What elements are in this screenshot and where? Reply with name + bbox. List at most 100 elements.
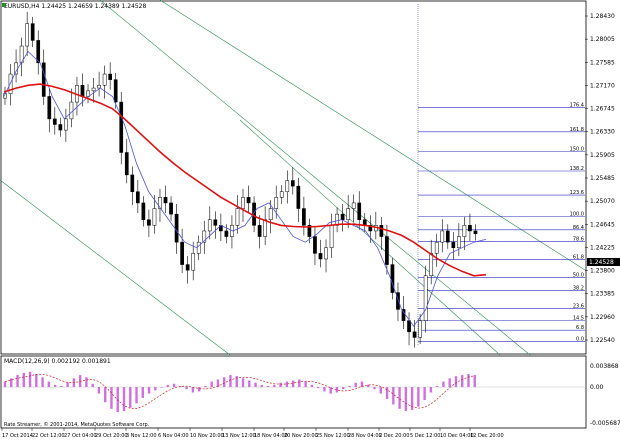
macd-indicator — [2, 371, 585, 413]
macd-histogram-bar — [461, 375, 464, 388]
macd-histogram-bar — [191, 387, 195, 393]
macd-histogram-bar — [229, 375, 232, 388]
candle-body — [152, 208, 157, 226]
macd-histogram-bar — [10, 378, 13, 388]
candle-body — [124, 152, 129, 176]
candle-body — [158, 197, 162, 209]
time-tick-label: 12 Dec 20:00 — [470, 433, 504, 439]
candle-body — [329, 225, 334, 249]
fib-level-label: 50.0 — [573, 272, 584, 278]
fib-level-label: 61.8 — [573, 255, 584, 261]
macd-histogram-bar — [392, 387, 395, 405]
candle-body — [279, 191, 284, 198]
candle-body — [434, 241, 439, 254]
candle-body — [191, 253, 196, 271]
fib-level-label: 138.2 — [570, 166, 584, 172]
candle-body — [390, 264, 395, 293]
macd-histogram-bar — [473, 375, 476, 388]
trend-channel — [0, 0, 586, 356]
candle-body — [80, 85, 85, 97]
candle-body — [263, 219, 267, 237]
macd-histogram-bar — [47, 381, 51, 388]
candle-body — [318, 253, 323, 260]
macd-histogram-bar — [22, 372, 25, 388]
macd-histogram-bar — [60, 385, 63, 388]
time-tick-label: 27 Oct 04:00 — [64, 433, 97, 439]
candle-body — [169, 202, 173, 215]
candle-body — [407, 320, 411, 333]
candle-body — [246, 197, 251, 204]
candle-body — [185, 264, 190, 271]
candle-body — [445, 230, 450, 243]
candle-body — [351, 202, 356, 209]
price-tick-label: 1.24645 — [590, 221, 615, 228]
macd-histogram-bar — [348, 385, 351, 388]
time-tick-label: 5 Dec 12:00 — [410, 433, 440, 439]
macd-histogram-bar — [16, 375, 19, 388]
macd-histogram-bar — [379, 387, 382, 394]
time-tick-label: 25 Nov 12:00 — [316, 433, 350, 439]
candle-body — [119, 101, 124, 153]
macd-histogram-bar — [304, 381, 307, 388]
macd-histogram-bar — [66, 382, 69, 388]
time-tick-label: 6 Nov 04:00 — [158, 433, 189, 439]
price-axis: 1.28430 1.28005 1.27585 1.27170 1.26745 1.263… — [585, 13, 615, 344]
slow-ma-line — [3, 83, 487, 277]
macd-histogram-bar — [53, 384, 57, 388]
price-tick-label: 1.22960 — [590, 314, 615, 321]
macd-histogram-bar — [35, 373, 38, 388]
macd-pane-border — [0, 355, 587, 429]
candle-body — [418, 320, 422, 338]
candle-body — [102, 73, 107, 86]
macd-histogram-bar — [316, 387, 320, 389]
candle-body — [440, 230, 445, 243]
macd-histogram-bar — [116, 387, 119, 413]
macd-histogram-bar — [298, 379, 301, 388]
macd-histogram-bar — [454, 376, 458, 388]
candle-body — [257, 225, 262, 237]
candle-body — [268, 208, 273, 220]
macd-histogram-bar — [285, 381, 289, 388]
macd-histogram-bar — [323, 387, 326, 392]
fib-level-label: 100.0 — [570, 211, 584, 217]
candle-body — [41, 62, 46, 97]
price-tick-label: 1.23385 — [590, 291, 615, 298]
candle-body — [69, 101, 74, 120]
price-tick-label: 1.26330 — [590, 129, 615, 136]
macd-histogram-bar — [41, 377, 44, 388]
candle-body — [180, 241, 184, 265]
time-tick-label: 28 Nov 04:00 — [348, 433, 382, 439]
time-tick-label: 3 Nov 12:00 — [126, 433, 157, 439]
macd-histogram-bar — [423, 387, 426, 401]
candlestick-series — [3, 11, 478, 348]
macd-histogram-bar — [266, 385, 270, 388]
macd-histogram-bar — [3, 381, 7, 388]
price-tick-label: 1.23800 — [590, 268, 615, 275]
fib-level-label: 86.4 — [573, 225, 584, 231]
candle-body — [429, 253, 434, 277]
candle-body — [473, 230, 478, 235]
candle-body — [379, 225, 384, 237]
macd-histogram-bar — [417, 387, 420, 407]
candle-body — [113, 79, 118, 103]
macd-histogram-bar — [354, 382, 357, 388]
chart-indicator-icon — [2, 3, 6, 7]
candle-body — [290, 180, 295, 187]
candle-body — [141, 202, 146, 220]
candle-body — [313, 236, 317, 254]
time-tick-label: 18 Nov 04:00 — [254, 433, 288, 439]
macd-histogram-bar — [248, 380, 251, 388]
fast-ma-line — [3, 50, 487, 327]
macd-histogram-bar — [235, 376, 238, 388]
candle-body — [302, 208, 306, 226]
fib-level-label: 6.8 — [576, 325, 584, 331]
time-tick-label: 29 Oct 20:00 — [95, 433, 128, 439]
candle-body — [224, 230, 229, 237]
price-tick-label: 1.27170 — [590, 82, 615, 89]
candle-body — [30, 23, 35, 41]
fib-level-label: 123.6 — [570, 190, 584, 196]
fib-level-label: 176.4 — [570, 103, 584, 109]
macd-axis-label: -0.005687 — [590, 420, 620, 427]
